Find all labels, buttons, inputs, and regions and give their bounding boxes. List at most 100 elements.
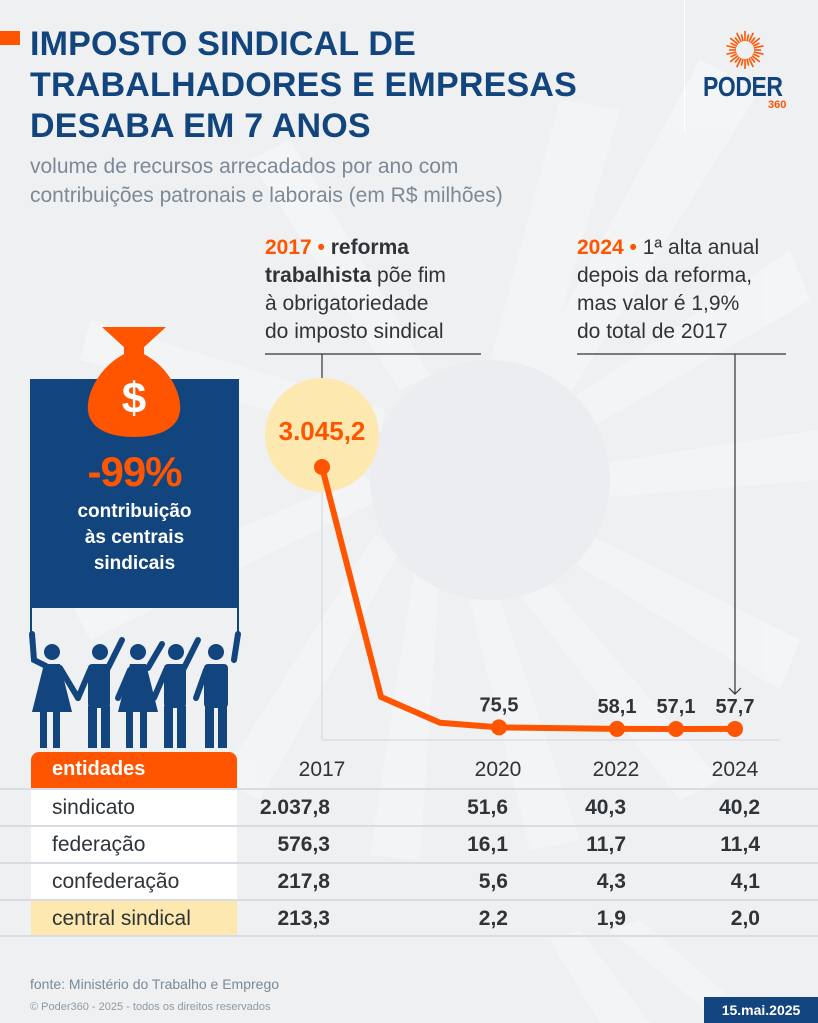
annotation-2024-line4: do total de 2017 (577, 320, 728, 343)
data-point-2024 (727, 720, 743, 737)
table-year-2024: 2024 (711, 758, 759, 781)
table-bottom-border (0, 935, 818, 937)
annotation-2017-bold1: reforma (330, 236, 409, 259)
sun-ray (748, 57, 754, 68)
table-cell-2022: 40,3 (585, 796, 626, 819)
data-point-2022 (609, 720, 625, 737)
table-header-entidades (31, 752, 237, 788)
annotation-2017-bold2: trabalhista (265, 264, 372, 287)
table-row: confederação 217,8 5,6 4,3 4,1 (0, 862, 818, 900)
annotation-2024-line3: mas valor é 1,9% (577, 292, 740, 315)
sun-ray (726, 51, 737, 56)
callout-line-3: sindicais (93, 553, 176, 574)
table-year-2017: 2017 (298, 758, 346, 781)
data-point-2023 (668, 720, 684, 737)
peak-highlight-circle (265, 378, 379, 492)
table-cell-2022: 1,9 (596, 907, 626, 930)
page-title: IMPOSTO SINDICAL DE TRABALHADORES E EMPR… (30, 24, 577, 147)
data-label-2022: 58,1 (598, 696, 637, 718)
sun-rays-icon (726, 31, 764, 69)
callout-text: contribuição às centrais sindicais (30, 499, 239, 577)
sun-ray (752, 42, 760, 47)
row-label: federação (52, 833, 146, 856)
row-label: central sindical (52, 907, 191, 930)
title-line-3: DESABA EM 7 ANOS (30, 107, 371, 145)
sun-ray (740, 34, 744, 42)
sun-ray (730, 42, 738, 47)
sun-ray (736, 32, 742, 43)
sun-ray (749, 56, 756, 64)
sun-ray (736, 57, 742, 68)
table-cell-2024: 11,4 (720, 833, 760, 856)
sun-ray (753, 44, 764, 49)
table-cell-2020: 5,6 (478, 870, 508, 893)
title-line-2: TRABALHADORES E EMPRESAS (30, 66, 577, 104)
annotation-2024-line1: 1ª alta anual (642, 236, 760, 259)
annotation-2017-bullet: • (311, 236, 331, 259)
annotation-2017-line3: à obrigatoriedade (265, 292, 429, 315)
title-accent-bar (0, 31, 20, 45)
row-name-cell: federação (31, 827, 237, 863)
money-bag-icon: $ (87, 327, 181, 437)
logo-number: 360 (768, 99, 787, 111)
table-cell-2017: 217,8 (277, 870, 330, 893)
data-label-2020: 75,5 (480, 694, 519, 716)
sun-ray (726, 44, 737, 49)
table-cell-2020: 51,6 (467, 796, 508, 819)
percent-change: -99% (87, 448, 182, 495)
row-label: sindicato (52, 796, 135, 819)
title-line-1: IMPOSTO SINDICAL DE (30, 25, 417, 63)
table-year-2022: 2022 (592, 758, 640, 781)
sun-ray (734, 36, 741, 44)
callout-line-1: contribuição (77, 501, 192, 522)
sun-ray (729, 37, 739, 46)
data-label-2024: 57,7 (716, 696, 755, 718)
table-row: sindicato 2.037,8 51,6 40,3 40,2 (0, 788, 818, 826)
copyright-note: © Poder360 - 2025 - todos os direitos re… (30, 1001, 271, 1013)
poder360-logo: PODER 360 (700, 28, 800, 118)
callout-line-2: às centrais (84, 527, 185, 548)
data-label-2017: 3.045,2 (279, 416, 366, 446)
subtitle: volume de recursos arrecadados por ano c… (30, 152, 503, 210)
data-label-2023: 57,1 (657, 696, 696, 718)
table-row: central sindical 213,3 2,2 1,9 2,0 (0, 899, 818, 937)
table-year-2020: 2020 (474, 758, 522, 781)
logo-word: PODER (703, 71, 783, 102)
table-cell-2020: 2,2 (478, 907, 508, 930)
row-name-cell: central sindical (31, 901, 237, 937)
publish-date: 15.mai.2025 (704, 997, 818, 1023)
sun-ray (751, 37, 761, 46)
sun-ray (730, 53, 738, 58)
row-name-cell: sindicato (31, 790, 237, 826)
row-label: confederação (52, 870, 180, 893)
table-row: federação 576,3 16,1 11,7 11,4 (0, 825, 818, 863)
sun-ray (746, 34, 750, 42)
annotation-2024-bullet: • (623, 236, 643, 259)
source-note: fonte: Ministério do Trabalho e Emprego (30, 976, 280, 992)
table-cell-2024: 2,0 (730, 907, 760, 930)
annotation-2017-line4: do imposto sindical (265, 320, 444, 343)
annotation-2024-year: 2024 (577, 236, 624, 259)
row-name-cell: confederação (31, 864, 237, 900)
subtitle-line-2: contribuições patronais e laborais (em R… (30, 184, 503, 207)
table-header-label: entidades (52, 758, 146, 780)
table-cell-2024: 40,2 (719, 796, 760, 819)
table-cell-2024: 4,1 (730, 870, 760, 893)
logo-divider (684, 0, 685, 133)
table-cell-2022: 11,7 (586, 833, 626, 856)
sun-ray (753, 51, 764, 56)
table-cell-2022: 4,3 (596, 870, 626, 893)
table-cell-2017: 2.037,8 (259, 796, 330, 819)
table-cell-2017: 213,3 (277, 907, 330, 930)
protesters-icon (29, 631, 241, 748)
arrow-head-2024-icon (728, 687, 742, 695)
sun-ray (749, 36, 756, 44)
sun-ray (748, 32, 754, 43)
annotation-2024: 2024 • 1ª alta anual depois da reforma, … (577, 234, 759, 346)
svg-text:$: $ (122, 374, 146, 423)
sun-ray (751, 54, 761, 63)
table-cell-2017: 576,3 (277, 833, 330, 856)
annotation-2024-line2: depois da reforma, (577, 264, 753, 287)
